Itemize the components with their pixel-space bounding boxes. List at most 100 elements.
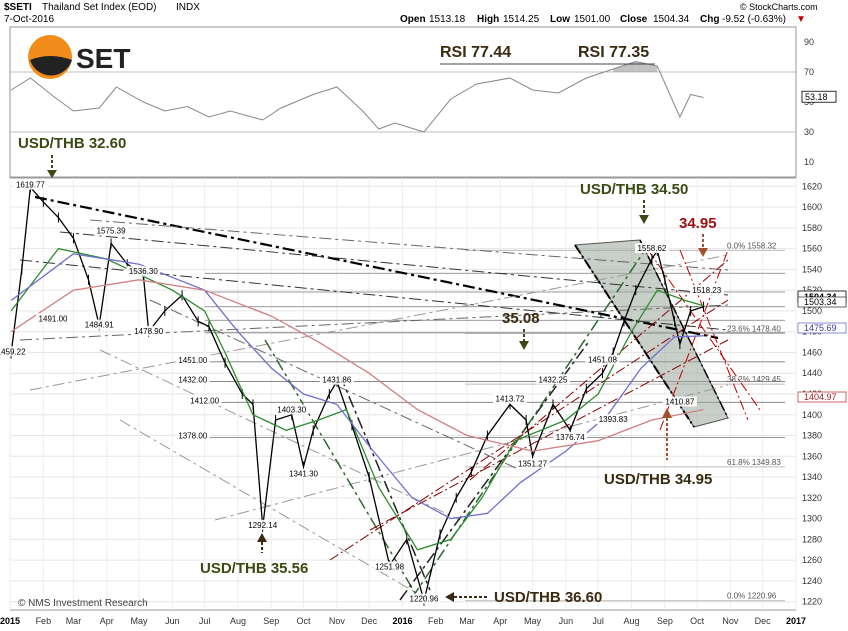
pivot-label: 1292.14 bbox=[248, 521, 277, 530]
ma2-tag-box bbox=[797, 391, 847, 403]
y-tick-label: 1340 bbox=[802, 472, 822, 482]
pivot-label: 1341.30 bbox=[289, 470, 318, 479]
trend-line-4 bbox=[89, 219, 729, 271]
rsi-annotation: RSI 77.44 bbox=[440, 44, 511, 61]
ohlc-close-value: 1504.34 bbox=[653, 14, 690, 25]
pivot-label: 1536.30 bbox=[129, 267, 158, 276]
pivot-label: 1558.62 bbox=[637, 244, 666, 253]
x-tick-label: Sep bbox=[263, 616, 279, 626]
trend-line-10 bbox=[119, 419, 421, 596]
pivot-label: 1351.27 bbox=[518, 459, 547, 468]
x-tick-label: Dec bbox=[755, 616, 772, 626]
x-tick-label: May bbox=[131, 616, 149, 626]
y-tick-label: 1260 bbox=[802, 555, 822, 565]
pivot-label-bg bbox=[175, 354, 210, 365]
rsi-current-box bbox=[801, 90, 837, 103]
ohlc-open-label: Open bbox=[400, 14, 426, 25]
rsi-tick-label: 90 bbox=[804, 37, 814, 47]
pivot-label: 1378.00 bbox=[178, 432, 207, 441]
pivot-label-bg bbox=[286, 468, 321, 479]
x-tick-label: Nov bbox=[722, 616, 739, 626]
pivot-label: 1575.39 bbox=[97, 227, 126, 236]
pivot-label: 1403.30 bbox=[277, 405, 306, 414]
x-tick-label: 2017 bbox=[786, 616, 806, 626]
annotation-3508: 35.08 bbox=[502, 310, 540, 327]
pivot-labels: 1619.77 1459.22 1575.39 1536.30 1491.00 1484.… bbox=[0, 179, 724, 604]
y-tick-label: 1520 bbox=[802, 285, 822, 295]
y-tick-label: 1460 bbox=[802, 347, 822, 357]
y-tick-label: 1240 bbox=[802, 576, 822, 586]
price-tags: 1504.34 1503.34 1475.69 1404.97 bbox=[797, 290, 847, 403]
pivot-label: 1619.77 bbox=[16, 181, 45, 190]
arrow-left-icon bbox=[445, 592, 454, 602]
arrow-down-icon bbox=[639, 215, 649, 224]
pivot-label-bg bbox=[82, 319, 117, 330]
pivot-label-bg bbox=[94, 225, 129, 236]
ohlc-high-label: High bbox=[477, 14, 499, 25]
pivot-label-bg bbox=[689, 284, 724, 295]
y-tick-label: 1560 bbox=[802, 244, 822, 254]
pivot-label-bg bbox=[634, 243, 669, 254]
x-tick-label: Aug bbox=[623, 616, 639, 626]
ma2-price-tag: 1404.97 bbox=[804, 392, 837, 402]
x-tick-label: Oct bbox=[297, 616, 312, 626]
pivot-label-bg bbox=[535, 374, 570, 385]
ohlc-close-label: Close bbox=[620, 14, 648, 25]
pivot-label: 1491.00 bbox=[39, 314, 68, 323]
x-tick-label: Feb bbox=[428, 616, 444, 626]
pivot-label: 1432.25 bbox=[539, 375, 568, 384]
y-tick-label: 1400 bbox=[802, 410, 822, 420]
arrow-down-icon bbox=[698, 248, 708, 257]
pivot-label: 1393.83 bbox=[599, 415, 628, 424]
ohlc-low-label: Low bbox=[550, 14, 570, 25]
header-exchange: INDX bbox=[176, 2, 200, 13]
ohlc-chg-value: -9.52 (-0.63%) bbox=[722, 14, 786, 25]
pivot-label: 1451.08 bbox=[588, 356, 617, 365]
pivot-label-bg bbox=[596, 414, 631, 425]
header-credit: © StockCharts.com bbox=[740, 2, 818, 12]
y-tick-label: 1540 bbox=[802, 264, 822, 274]
trend-line-9 bbox=[99, 349, 461, 521]
annotation-3495-top: 34.95 bbox=[679, 215, 717, 232]
ohlc-open-value: 1513.18 bbox=[429, 14, 466, 25]
fib-label: 23.6% 1478.40 bbox=[727, 324, 781, 333]
pivot-label: 1478.90 bbox=[134, 327, 163, 336]
rsi-annotation: RSI 77.35 bbox=[578, 44, 649, 61]
y-tick-label: 1380 bbox=[802, 431, 822, 441]
rsi-tick-label: 70 bbox=[804, 67, 814, 77]
red-line-3 bbox=[469, 259, 729, 481]
price-series-line bbox=[10, 185, 704, 604]
pivot-label-bg bbox=[36, 313, 71, 324]
pivot-label-bg bbox=[175, 374, 210, 385]
set-logo: SET bbox=[28, 35, 130, 79]
x-tick-label: Mar bbox=[66, 616, 82, 626]
pivot-label: 1518.23 bbox=[692, 286, 721, 295]
pivot-label-bg bbox=[406, 593, 441, 604]
pivot-label-bg bbox=[175, 430, 210, 441]
rsi-line bbox=[10, 60, 704, 133]
pivot-label: 1413.72 bbox=[496, 395, 525, 404]
y-tick-label: 1280 bbox=[802, 534, 822, 544]
ma_mid-series-line bbox=[10, 253, 704, 520]
pivot-label: 1410.87 bbox=[665, 397, 694, 406]
pivot-label-bg bbox=[372, 561, 407, 572]
pivot-label-bg bbox=[662, 396, 697, 407]
pivot-label-bg bbox=[13, 179, 48, 190]
x-tick-label: Jul bbox=[199, 616, 211, 626]
pivot-label-bg bbox=[553, 431, 588, 442]
logo-text: SET bbox=[76, 43, 130, 74]
x-tick-label: 2016 bbox=[392, 616, 412, 626]
y-tick-label: 1300 bbox=[802, 514, 822, 524]
annotation-usd-3495: USD/THB 34.95 bbox=[604, 471, 712, 488]
rsi-panel-frame bbox=[9, 26, 797, 178]
header-date: 7-Oct-2016 bbox=[4, 14, 54, 25]
arrow-down-icon bbox=[47, 170, 57, 178]
x-tick-label: Feb bbox=[36, 616, 52, 626]
footer-credit: © NMS Investment Research bbox=[18, 598, 148, 609]
arrow-down-icon bbox=[519, 341, 529, 350]
ma_short-series-line bbox=[10, 247, 704, 551]
fib-label: 0.0% 1220.96 bbox=[727, 592, 777, 601]
fib-label: 38.2% 1429.45 bbox=[727, 375, 781, 384]
